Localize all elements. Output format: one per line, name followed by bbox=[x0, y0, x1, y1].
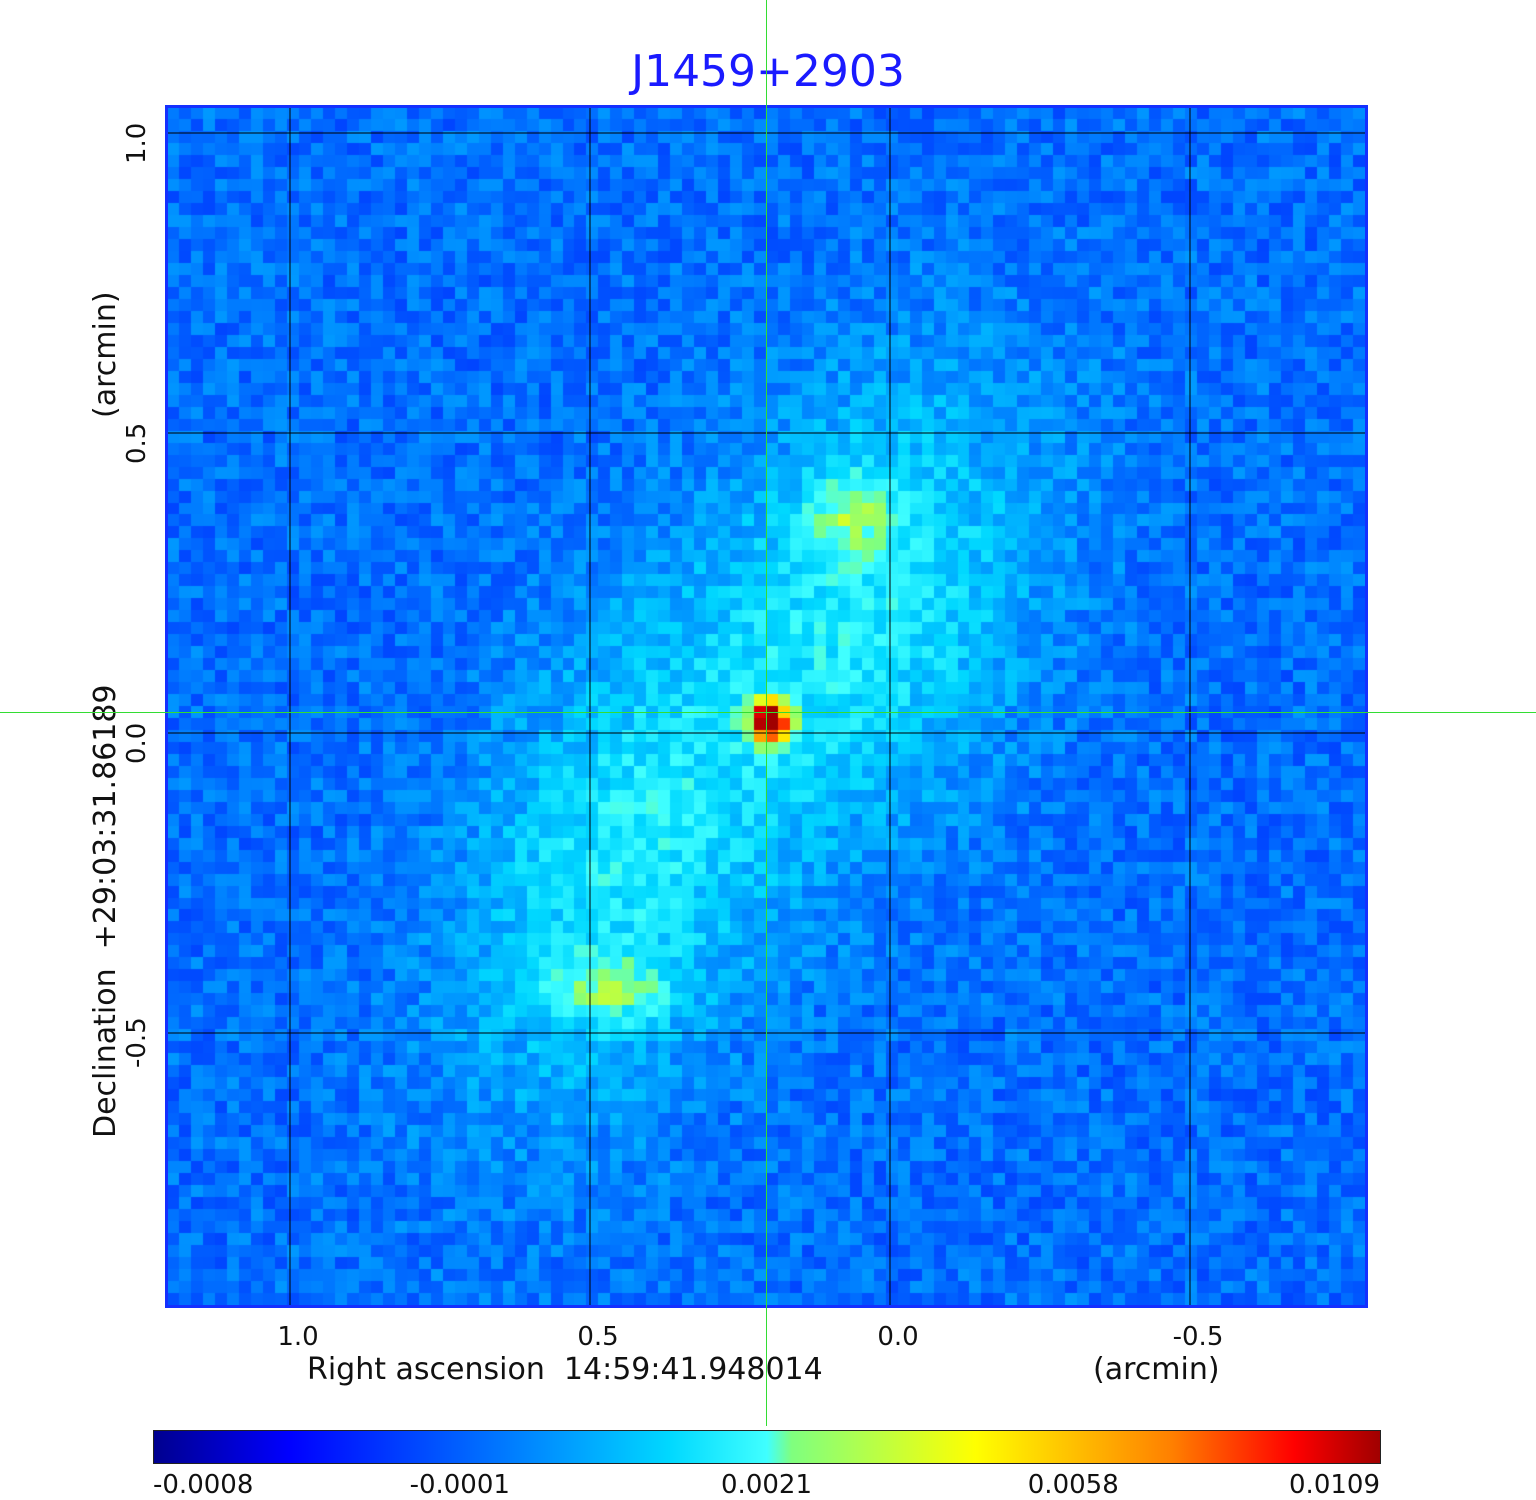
y-tick-label: 1.0 bbox=[122, 122, 152, 164]
colorbar bbox=[153, 1430, 1381, 1464]
y-axis-unit: (arcmin) bbox=[88, 291, 123, 418]
colorbar-tick-label: 0.0109 bbox=[1289, 1470, 1380, 1500]
x-axis-label: Right ascension 14:59:41.948014 bbox=[307, 1352, 823, 1387]
x-tick-label: 1.0 bbox=[277, 1322, 319, 1352]
y-axis-label: Declination +29:03:31.86189 bbox=[88, 684, 123, 1138]
x-axis-unit: (arcmin) bbox=[1093, 1352, 1220, 1387]
y-tick-label: 0.0 bbox=[122, 722, 152, 764]
y-tick-label: -0.5 bbox=[122, 1017, 152, 1069]
colorbar-tick-label: 0.0058 bbox=[1027, 1470, 1119, 1500]
y-tick-label: 0.5 bbox=[122, 422, 152, 464]
chart-title: J1459+2903 bbox=[631, 46, 905, 97]
colorbar-tick-label: -0.0001 bbox=[409, 1470, 510, 1500]
x-tick-label: 0.5 bbox=[577, 1322, 619, 1352]
colorbar-tick-label: -0.0008 bbox=[153, 1470, 254, 1500]
colorbar-tick-label: 0.0021 bbox=[721, 1470, 812, 1500]
crosshair-horizontal bbox=[0, 712, 1536, 713]
x-tick-label: -0.5 bbox=[1172, 1322, 1224, 1352]
x-tick-label: 0.0 bbox=[877, 1322, 919, 1352]
crosshair-vertical bbox=[766, 0, 767, 1426]
